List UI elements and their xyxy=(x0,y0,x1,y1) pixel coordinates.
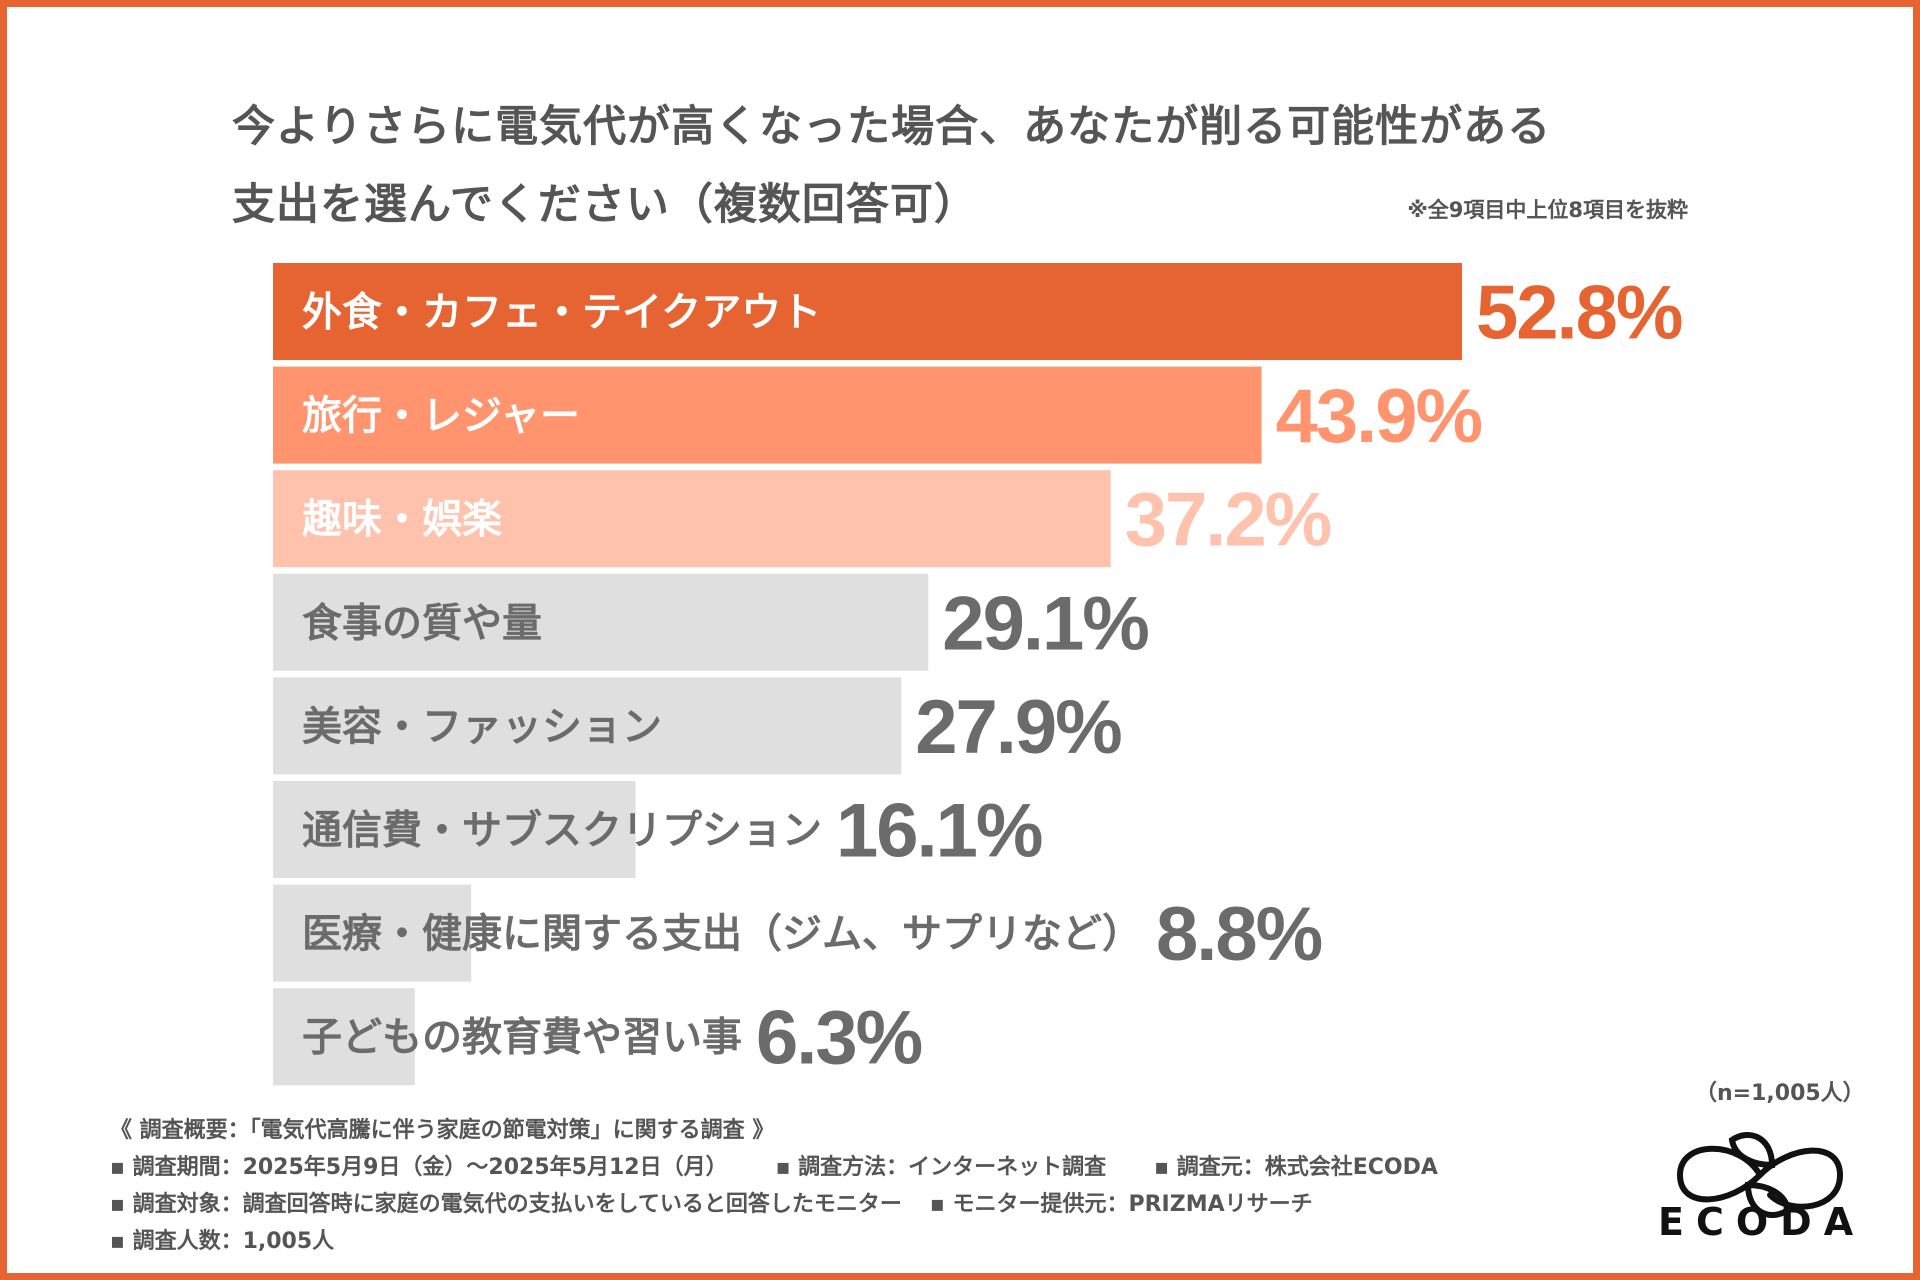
category-label: 趣味・娯楽 xyxy=(302,497,502,543)
bar xyxy=(273,366,1262,464)
sample-size: （n=1,005人） xyxy=(1695,1081,1865,1106)
survey-count: ▪ 調査人数：1,005人 xyxy=(110,1229,335,1254)
logo-text: ECODA xyxy=(1658,1200,1866,1244)
ecoda-logo-icon xyxy=(1676,1132,1844,1218)
survey-row-2: ▪ 調査対象：調査回答時に家庭の電気代の支払いをしていると回答したモニター ▪ モ… xyxy=(110,1186,1438,1223)
category-label: 通信費・サブスクリプション xyxy=(302,808,822,854)
survey-method: ▪ 調査方法：インターネット調査 xyxy=(775,1155,1107,1180)
value-label: 6.3% xyxy=(756,996,922,1081)
value-label: 52.8% xyxy=(1476,271,1682,356)
bar xyxy=(273,470,1111,568)
category-label: 子どもの教育費や習い事 xyxy=(302,1015,742,1061)
survey-summary: 《 調査概要：「電気代高騰に伴う家庭の節電対策」に関する調査 》 ▪ 調査期間：… xyxy=(110,1112,1438,1260)
chart-note: ※全9項目中上位8項目を抜粋 xyxy=(1407,198,1688,222)
category-label: 医療・健康に関する支出（ジム、サプリなど） xyxy=(302,911,1142,957)
bar xyxy=(273,988,415,1086)
category-label: 旅行・レジャー xyxy=(302,393,580,439)
bar xyxy=(273,677,902,775)
value-label: 37.2% xyxy=(1125,478,1331,563)
bar xyxy=(273,573,929,671)
survey-heading: 《 調査概要：「電気代高騰に伴う家庭の節電対策」に関する調査 》 xyxy=(110,1118,775,1143)
survey-period: ▪ 調査期間：2025年5月9日（金）～2025年5月12日（月） xyxy=(110,1155,728,1180)
survey-source: ▪ 調査元：株式会社ECODA xyxy=(1154,1155,1438,1180)
value-label: 27.9% xyxy=(915,685,1121,770)
survey-provider: ▪ モニター提供元：PRIZMAリサーチ xyxy=(929,1192,1313,1217)
title-line-2: 支出を選んでください（複数回答可） xyxy=(232,180,978,230)
chart-title: 今よりさらに電気代が高くなった場合、あなたが削る可能性がある 支出を選んでくださ… xyxy=(232,88,1732,244)
survey-target: ▪ 調査対象：調査回答時に家庭の電気代の支払いをしていると回答したモニター xyxy=(110,1192,902,1217)
category-label: 美容・ファッション xyxy=(302,704,662,750)
value-label: 8.8% xyxy=(1156,892,1322,977)
value-label: 29.1% xyxy=(942,581,1148,666)
category-label: 食事の質や量 xyxy=(302,600,542,646)
bar xyxy=(273,781,636,878)
survey-row-1: ▪ 調査期間：2025年5月9日（金）～2025年5月12日（月） ▪ 調査方法：… xyxy=(110,1149,1438,1186)
bar xyxy=(273,884,472,982)
title-line-1: 今よりさらに電気代が高くなった場合、あなたが削る可能性がある xyxy=(232,102,1552,152)
bar xyxy=(273,263,1462,360)
value-label: 43.9% xyxy=(1276,374,1482,459)
value-label: 16.1% xyxy=(836,789,1042,874)
category-label: 外食・カフェ・テイクアウト xyxy=(302,290,821,336)
